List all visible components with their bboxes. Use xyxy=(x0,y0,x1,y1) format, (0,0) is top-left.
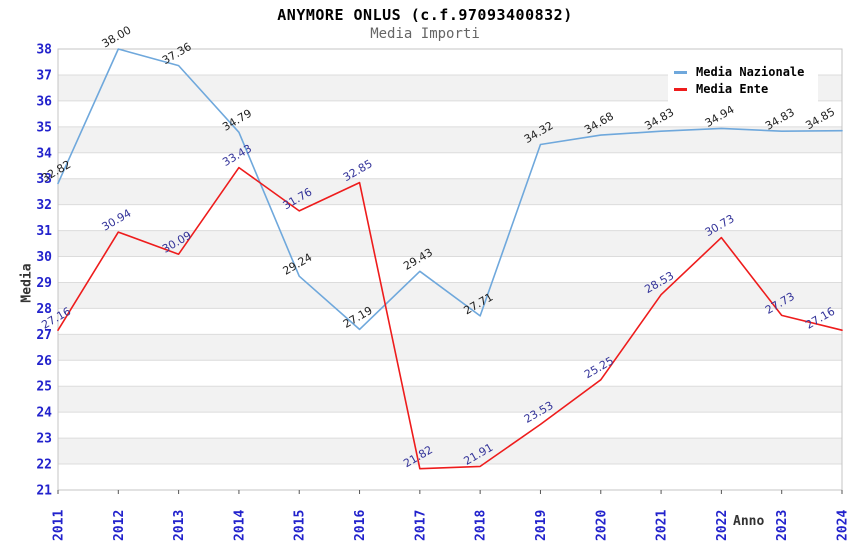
background-band xyxy=(58,282,842,309)
y-tick-label: 23 xyxy=(36,432,52,447)
chart-title: ANYMORE ONLUS (c.f.97093400832) xyxy=(277,6,573,24)
x-tick-label: 2024 xyxy=(836,510,850,541)
point-label: 38.00 xyxy=(100,23,134,50)
x-tick-label: 2015 xyxy=(293,510,308,541)
y-tick-label: 29 xyxy=(36,276,52,291)
line-swatch-icon xyxy=(674,70,687,74)
legend-label: Media Nazionale xyxy=(696,65,805,79)
x-tick-label: 2011 xyxy=(52,510,67,541)
y-axis-title: Media xyxy=(19,263,35,303)
y-tick-label: 36 xyxy=(36,94,52,109)
x-axis-title: Anno xyxy=(733,514,765,529)
x-tick-label: 2017 xyxy=(413,510,428,541)
background-band xyxy=(58,438,842,465)
y-tick-label: 26 xyxy=(36,354,52,369)
y-tick-label: 30 xyxy=(36,250,52,265)
legend: Media Nazionale Media Ente xyxy=(668,55,818,106)
background-band xyxy=(58,334,842,361)
x-tick-label: 2013 xyxy=(172,510,187,541)
series-line-1 xyxy=(57,166,843,470)
x-tick-label: 2019 xyxy=(534,510,549,541)
x-tick-label: 2020 xyxy=(594,510,609,541)
background-band xyxy=(58,178,842,205)
x-tick-label: 2021 xyxy=(655,510,670,541)
y-tick-label: 34 xyxy=(36,146,52,161)
background-band xyxy=(58,126,842,153)
y-tick-label: 21 xyxy=(36,484,52,499)
y-tick-label: 32 xyxy=(36,198,52,213)
y-tick-label: 28 xyxy=(36,302,52,317)
point-label: 30.94 xyxy=(100,207,134,234)
point-label: 37.36 xyxy=(160,40,194,67)
y-tick-label: 33 xyxy=(36,172,52,187)
point-label: 34.94 xyxy=(703,103,737,130)
x-tick-label: 2012 xyxy=(112,510,127,541)
y-tick-label: 35 xyxy=(36,120,52,135)
x-tick-label: 2016 xyxy=(353,510,368,541)
line-swatch-icon xyxy=(674,87,687,91)
legend-item-media-nazionale: Media Nazionale xyxy=(674,65,812,79)
x-tick-label: 2023 xyxy=(775,510,790,541)
x-tick-label: 2018 xyxy=(474,510,489,541)
background-band xyxy=(58,230,842,257)
y-tick-label: 25 xyxy=(36,380,52,395)
x-tick-label: 2014 xyxy=(232,510,247,541)
chart-subtitle: Media Importi xyxy=(370,26,480,42)
legend-item-media-ente: Media Ente xyxy=(674,82,812,96)
y-tick-label: 38 xyxy=(36,43,52,58)
background-band xyxy=(58,386,842,413)
y-tick-label: 22 xyxy=(36,458,52,473)
y-tick-label: 31 xyxy=(36,224,52,239)
y-tick-label: 24 xyxy=(36,406,52,421)
y-tick-label: 37 xyxy=(36,68,52,83)
plot-border xyxy=(57,48,843,491)
series-line-0 xyxy=(57,48,843,331)
legend-label: Media Ente xyxy=(696,82,769,96)
x-tick-label: 2022 xyxy=(715,510,730,541)
y-tick-label: 27 xyxy=(36,328,52,343)
